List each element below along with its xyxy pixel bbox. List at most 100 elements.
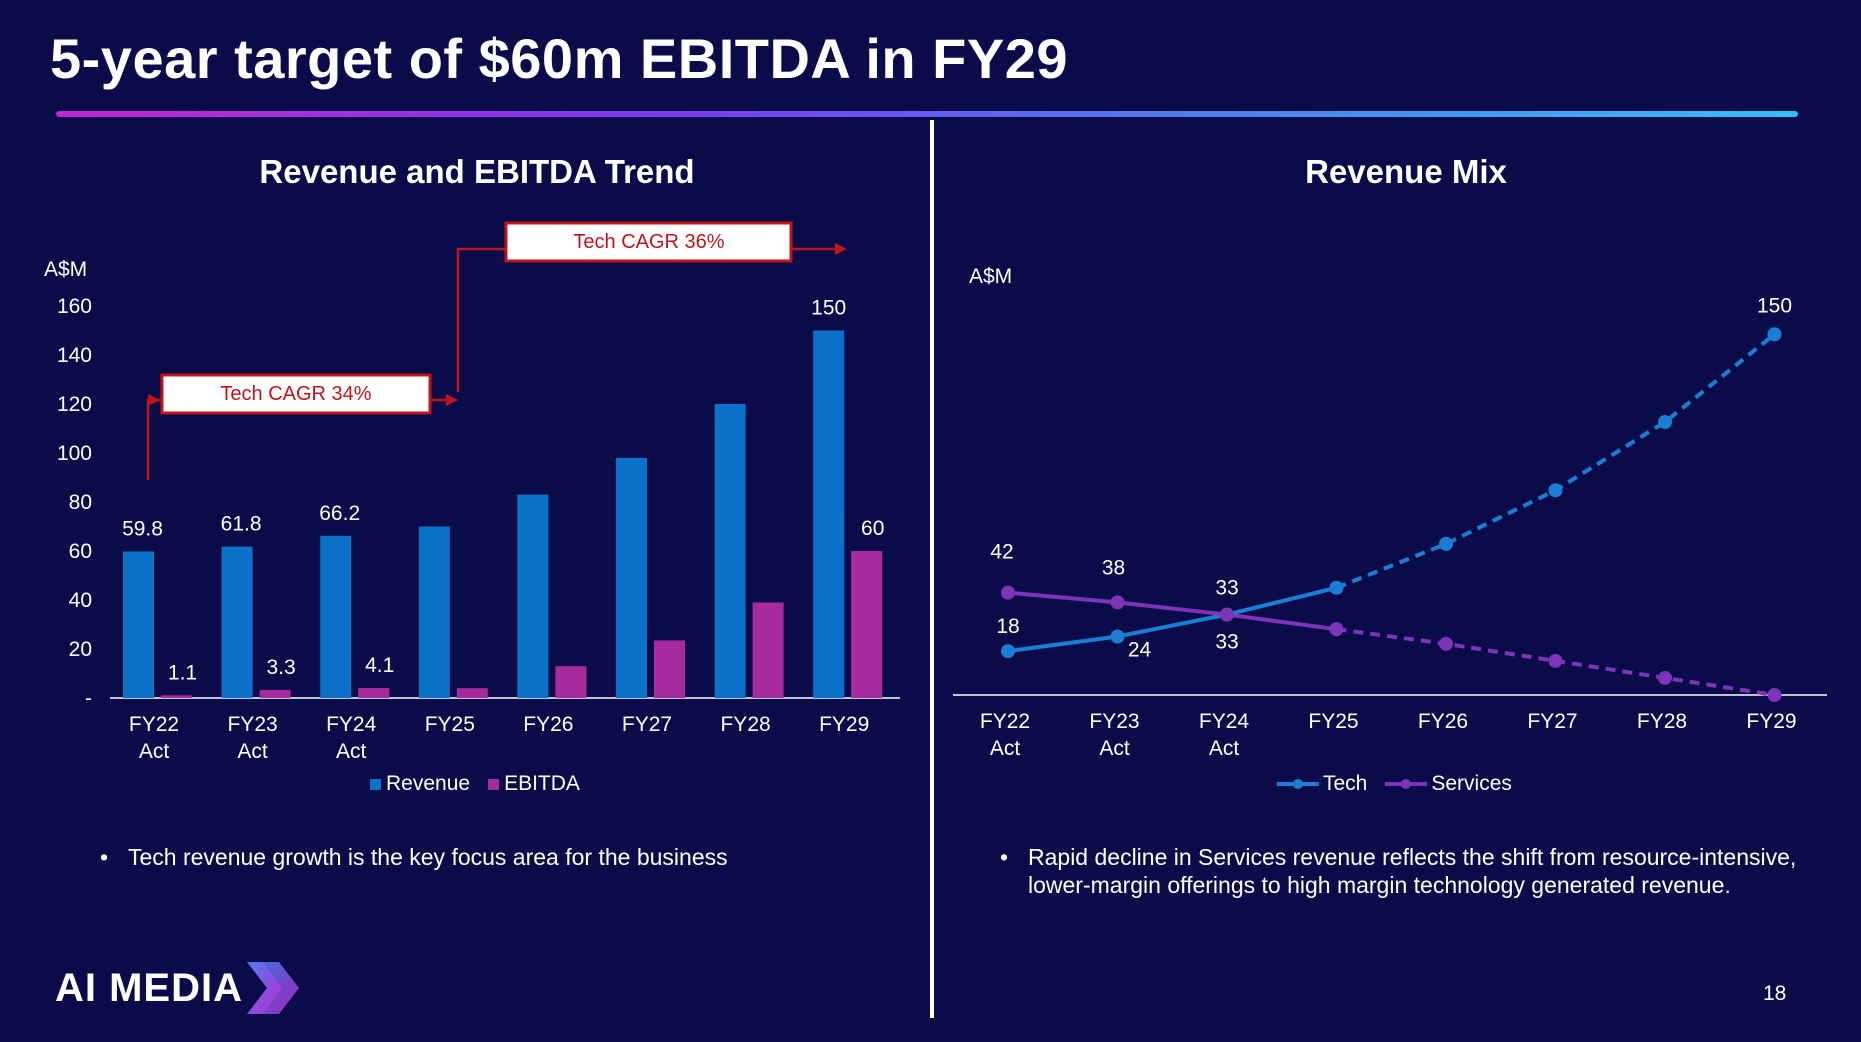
revenue-bar (320, 535, 352, 698)
callout-tech-cagr-34: Tech CAGR 34% (220, 383, 371, 405)
revenue-data-label: 59.8 (122, 517, 163, 540)
legend-tech-marker (1277, 779, 1319, 789)
left-bullet-point: • Tech revenue growth is the key focus ar… (100, 844, 728, 870)
revenue-bar (714, 404, 746, 698)
ebitda-data-label: 4.1 (365, 654, 394, 677)
ebitda-bar (851, 551, 883, 698)
bar-x-tick-label: FY24 (326, 713, 377, 736)
callout-arrowhead (835, 243, 847, 255)
line-x-tick-label: FY25 (1308, 710, 1358, 733)
bar-x-tick-label: Act (237, 740, 268, 763)
revenue-bar (517, 494, 549, 698)
tech-data-label: 18 (996, 615, 1019, 638)
revenue-bar (123, 551, 154, 698)
services-point (1767, 688, 1782, 702)
bar-chart-legend: Revenue EBITDA (370, 772, 598, 796)
tech-data-label: 24 (1128, 639, 1152, 662)
services-data-label: 42 (990, 541, 1013, 564)
line-x-tick-label: FY23 (1089, 710, 1139, 733)
tech-point (1001, 644, 1015, 659)
bar-ytick-label: 40 (69, 589, 92, 612)
bar-ytick-label: 100 (57, 442, 92, 465)
ebitda-bar (161, 695, 192, 698)
services-point (1110, 595, 1125, 610)
line-ylabel: A$M (969, 265, 1012, 288)
revenue-data-label: 61.8 (221, 513, 262, 536)
bar-ytick-label: 120 (57, 393, 92, 416)
revenue-bar (221, 546, 253, 698)
line-x-tick-label: Act (1099, 737, 1130, 760)
ai-media-logo: AI MEDIA (55, 958, 301, 1018)
tech-line-solid (1007, 585, 1337, 654)
services-point (1329, 622, 1344, 637)
tech-point (1439, 536, 1453, 551)
tech-point (1767, 327, 1782, 342)
line-x-tick-label: Act (990, 737, 1021, 760)
line-x-tick-label: FY27 (1527, 710, 1577, 733)
callout-connector (456, 247, 506, 392)
bar-x-tick-label: FY26 (523, 713, 573, 736)
services-point (1220, 607, 1234, 622)
tech-data-label: 150 (1757, 294, 1792, 317)
bar-ytick-label: 60 (69, 540, 92, 563)
callout-arrowhead (148, 394, 160, 406)
services-data-label: 38 (1102, 556, 1125, 579)
revenue-data-label: 66.2 (319, 502, 360, 525)
services-point (1439, 636, 1453, 651)
bar-x-tick-label: FY23 (227, 713, 277, 736)
left-panel-title: Revenue and EBITDA Trend (259, 153, 695, 190)
line-x-tick-label: FY28 (1637, 710, 1687, 733)
revenue-bar (616, 457, 647, 698)
bar-ytick-label: - (85, 687, 92, 710)
legend-services: Services (1385, 772, 1512, 796)
callout-box (504, 221, 793, 263)
bar-ylabel: A$M (44, 258, 87, 281)
bar-x-tick-label: FY27 (622, 713, 672, 736)
title-gradient-rule (56, 111, 1798, 117)
revenue-data-label: 150 (811, 297, 846, 320)
ebitda-bar (358, 687, 390, 698)
bar-ytick-label: 20 (69, 638, 92, 661)
bar-x-tick-label: FY28 (720, 713, 770, 736)
tech-line-forecast (1335, 332, 1776, 590)
tech-data-label: 33 (1215, 631, 1238, 654)
line-x-tick-label: Act (1209, 737, 1240, 760)
callout-tech-cagr-36: Tech CAGR 36% (573, 231, 724, 253)
legend-revenue: Revenue (370, 772, 470, 796)
bar-ytick-label: 140 (57, 344, 92, 367)
tech-point (1110, 629, 1125, 644)
chevrons-icon (247, 962, 299, 1014)
tech-point (1548, 483, 1563, 498)
services-point (1001, 585, 1015, 600)
bar-x-tick-label: FY25 (425, 713, 475, 736)
services-point (1548, 653, 1563, 668)
services-data-label: 33 (1215, 577, 1238, 600)
line-chart-legend: Tech Services (1277, 772, 1530, 796)
ebitda-data-label: 3.3 (266, 656, 295, 679)
page-title: 5-year target of $60m EBITDA in FY29 (50, 27, 1069, 90)
ebitda-data-label: 1.1 (168, 661, 197, 684)
tech-point (1658, 415, 1672, 429)
services-line-solid (1007, 590, 1337, 632)
right-panel-title: Revenue Mix (1305, 153, 1507, 190)
bar-x-tick-label: Act (336, 740, 367, 763)
ebitda-bar (259, 689, 291, 698)
revenue-bar (813, 330, 845, 698)
tech-point (1329, 580, 1344, 595)
line-x-tick-label: FY26 (1418, 710, 1468, 733)
legend-services-marker (1385, 779, 1428, 789)
line-x-tick-label: FY22 (980, 710, 1030, 733)
revenue-bar (418, 526, 450, 698)
services-point (1658, 670, 1672, 685)
bar-x-tick-label: Act (139, 740, 170, 763)
ebitda-data-label: 60 (861, 517, 884, 540)
callout-box (160, 373, 432, 415)
callout-connector (146, 398, 162, 480)
ebitda-bar (555, 666, 587, 698)
bar-ytick-label: 80 (69, 491, 92, 514)
legend-tech: Tech (1277, 772, 1367, 796)
bar-x-tick-label: FY22 (129, 713, 179, 736)
line-x-tick-label: FY24 (1199, 710, 1250, 733)
callout-arrowhead (446, 394, 458, 406)
